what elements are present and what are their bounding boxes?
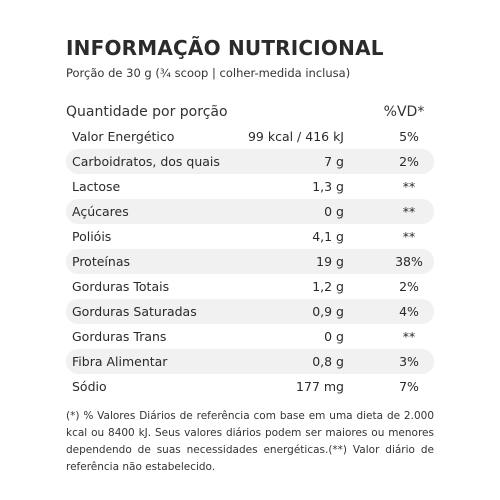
nutrient-daily-value: 7% [399,379,419,394]
nutrient-daily-value: ** [402,179,416,194]
nutrient-daily-value: 4% [399,304,419,319]
table-row: Valor Energético 99 kcal / 416 kJ 5% [66,124,434,149]
nutrient-daily-value: ** [402,229,416,244]
table-row: Sódio 177 mg 7% [66,374,434,399]
nutrient-amount: 7 g [324,154,344,169]
nutrient-name: Açúcares [72,204,129,219]
nutrient-name: Gorduras Saturadas [72,304,197,319]
nutrient-amount: 0 g [324,329,344,344]
serving-size-text: Porção de 30 g (¾ scoop | colher-medida … [66,66,351,80]
nutrition-table: Valor Energético 99 kcal / 416 kJ 5% Car… [66,124,434,399]
nutrient-amount: 0,8 g [312,354,344,369]
table-row: Carboidratos, dos quais 7 g 2% [66,149,434,174]
table-row: Gorduras Trans 0 g ** [66,324,434,349]
nutrient-amount: 0,9 g [312,304,344,319]
nutrient-amount: 1,2 g [312,279,344,294]
nutrient-name: Sódio [72,379,107,394]
nutrient-amount: 19 g [316,254,344,269]
table-row: Proteínas 19 g 38% [66,249,434,274]
nutrient-name: Polióis [72,229,112,244]
nutrient-daily-value: 2% [399,154,419,169]
nutrient-name: Carboidratos, dos quais [72,154,220,169]
column-header-daily-value: %VD* [383,104,425,120]
nutrient-name: Gorduras Totais [72,279,170,294]
nutrient-daily-value: ** [402,329,416,344]
nutrient-name: Fibra Alimentar [72,354,168,369]
footnote-text: (*) % Valores Diários de referência com … [66,410,434,473]
table-row: Polióis 4,1 g ** [66,224,434,249]
nutrient-amount: 177 mg [296,379,344,394]
table-row: Lactose 1,3 g ** [66,174,434,199]
column-header-quantity: Quantidade por porção [66,104,228,120]
nutrient-daily-value: 2% [399,279,419,294]
table-row: Gorduras Totais 1,2 g 2% [66,274,434,299]
nutrient-daily-value: 5% [399,129,419,144]
nutrient-amount: 99 kcal / 416 kJ [247,129,344,144]
table-row: Fibra Alimentar 0,8 g 3% [66,349,434,374]
nutrient-name: Lactose [72,179,121,194]
nutrient-amount: 1,3 g [312,179,344,194]
nutrient-amount: 4,1 g [312,229,344,244]
nutrient-amount: 0 g [324,204,344,219]
table-row: Gorduras Saturadas 0,9 g 4% [66,299,434,324]
nutrient-name: Proteínas [72,254,130,269]
nutrient-daily-value: 38% [395,254,423,269]
page-title: INFORMAÇÃO NUTRICIONAL [66,36,384,60]
nutrient-name: Gorduras Trans [72,329,167,344]
nutrient-name: Valor Energético [72,129,175,144]
table-row: Açúcares 0 g ** [66,199,434,224]
nutrient-daily-value: ** [402,204,416,219]
nutrient-daily-value: 3% [399,354,419,369]
